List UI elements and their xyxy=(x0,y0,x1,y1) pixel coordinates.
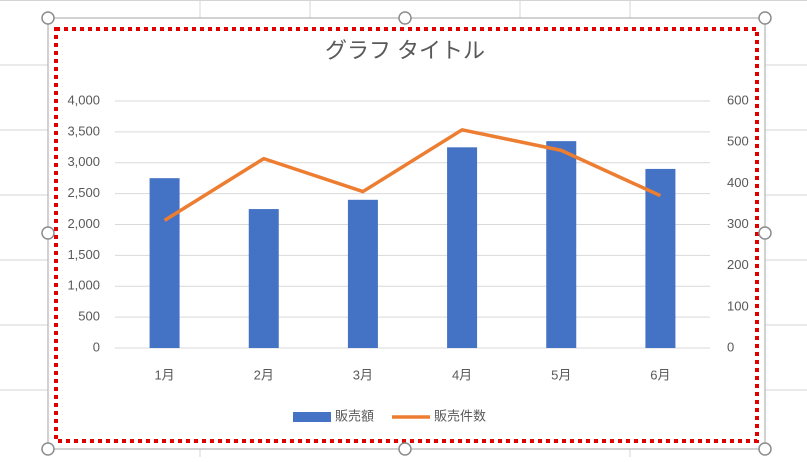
x-tick-label: 5月 xyxy=(551,367,571,382)
plot: 0 500 1,000 1,500 2,000 2,500 3,000 3,500 4,000 0… xyxy=(67,92,748,423)
x-tick-label: 3月 xyxy=(353,367,373,382)
legend-label: 販売件数 xyxy=(434,408,486,423)
legend-swatch xyxy=(293,412,331,422)
x-tick-label: 1月 xyxy=(154,367,174,382)
y-tick-label: 3,000 xyxy=(67,154,100,169)
highlight-border xyxy=(54,27,759,443)
y2-tick-label: 0 xyxy=(727,339,734,354)
x-tick-label: 6月 xyxy=(650,367,670,382)
bar xyxy=(149,178,180,348)
chart-title[interactable]: グラフ タイトル xyxy=(325,38,485,63)
y2-tick-label: 400 xyxy=(727,175,749,190)
y-tick-label: 4,000 xyxy=(67,92,100,107)
y-tick-label: 3,500 xyxy=(67,123,100,138)
y2-tick-label: 200 xyxy=(727,257,749,272)
x-tick-label: 4月 xyxy=(452,367,472,382)
y2-tick-label: 300 xyxy=(727,216,749,231)
bar xyxy=(447,147,478,348)
bar xyxy=(645,168,676,348)
bar xyxy=(546,141,577,348)
y-tick-label: 2,500 xyxy=(67,185,100,200)
legend-label: 販売額 xyxy=(335,408,374,423)
bar xyxy=(347,199,378,348)
y-tick-label: 1,000 xyxy=(67,278,100,293)
selection-handles xyxy=(41,11,772,456)
x-tick-label: 2月 xyxy=(254,367,274,382)
y2-tick-label: 500 xyxy=(727,134,749,149)
bar xyxy=(248,209,279,348)
y-tick-label: 500 xyxy=(78,309,100,324)
y2-tick-label: 100 xyxy=(727,298,749,313)
line-series xyxy=(163,128,662,222)
y-tick-label: 2,000 xyxy=(67,216,100,231)
y-tick-label: 1,500 xyxy=(67,247,100,262)
y2-tick-label: 600 xyxy=(727,92,749,107)
y-tick-label: 0 xyxy=(93,339,100,354)
